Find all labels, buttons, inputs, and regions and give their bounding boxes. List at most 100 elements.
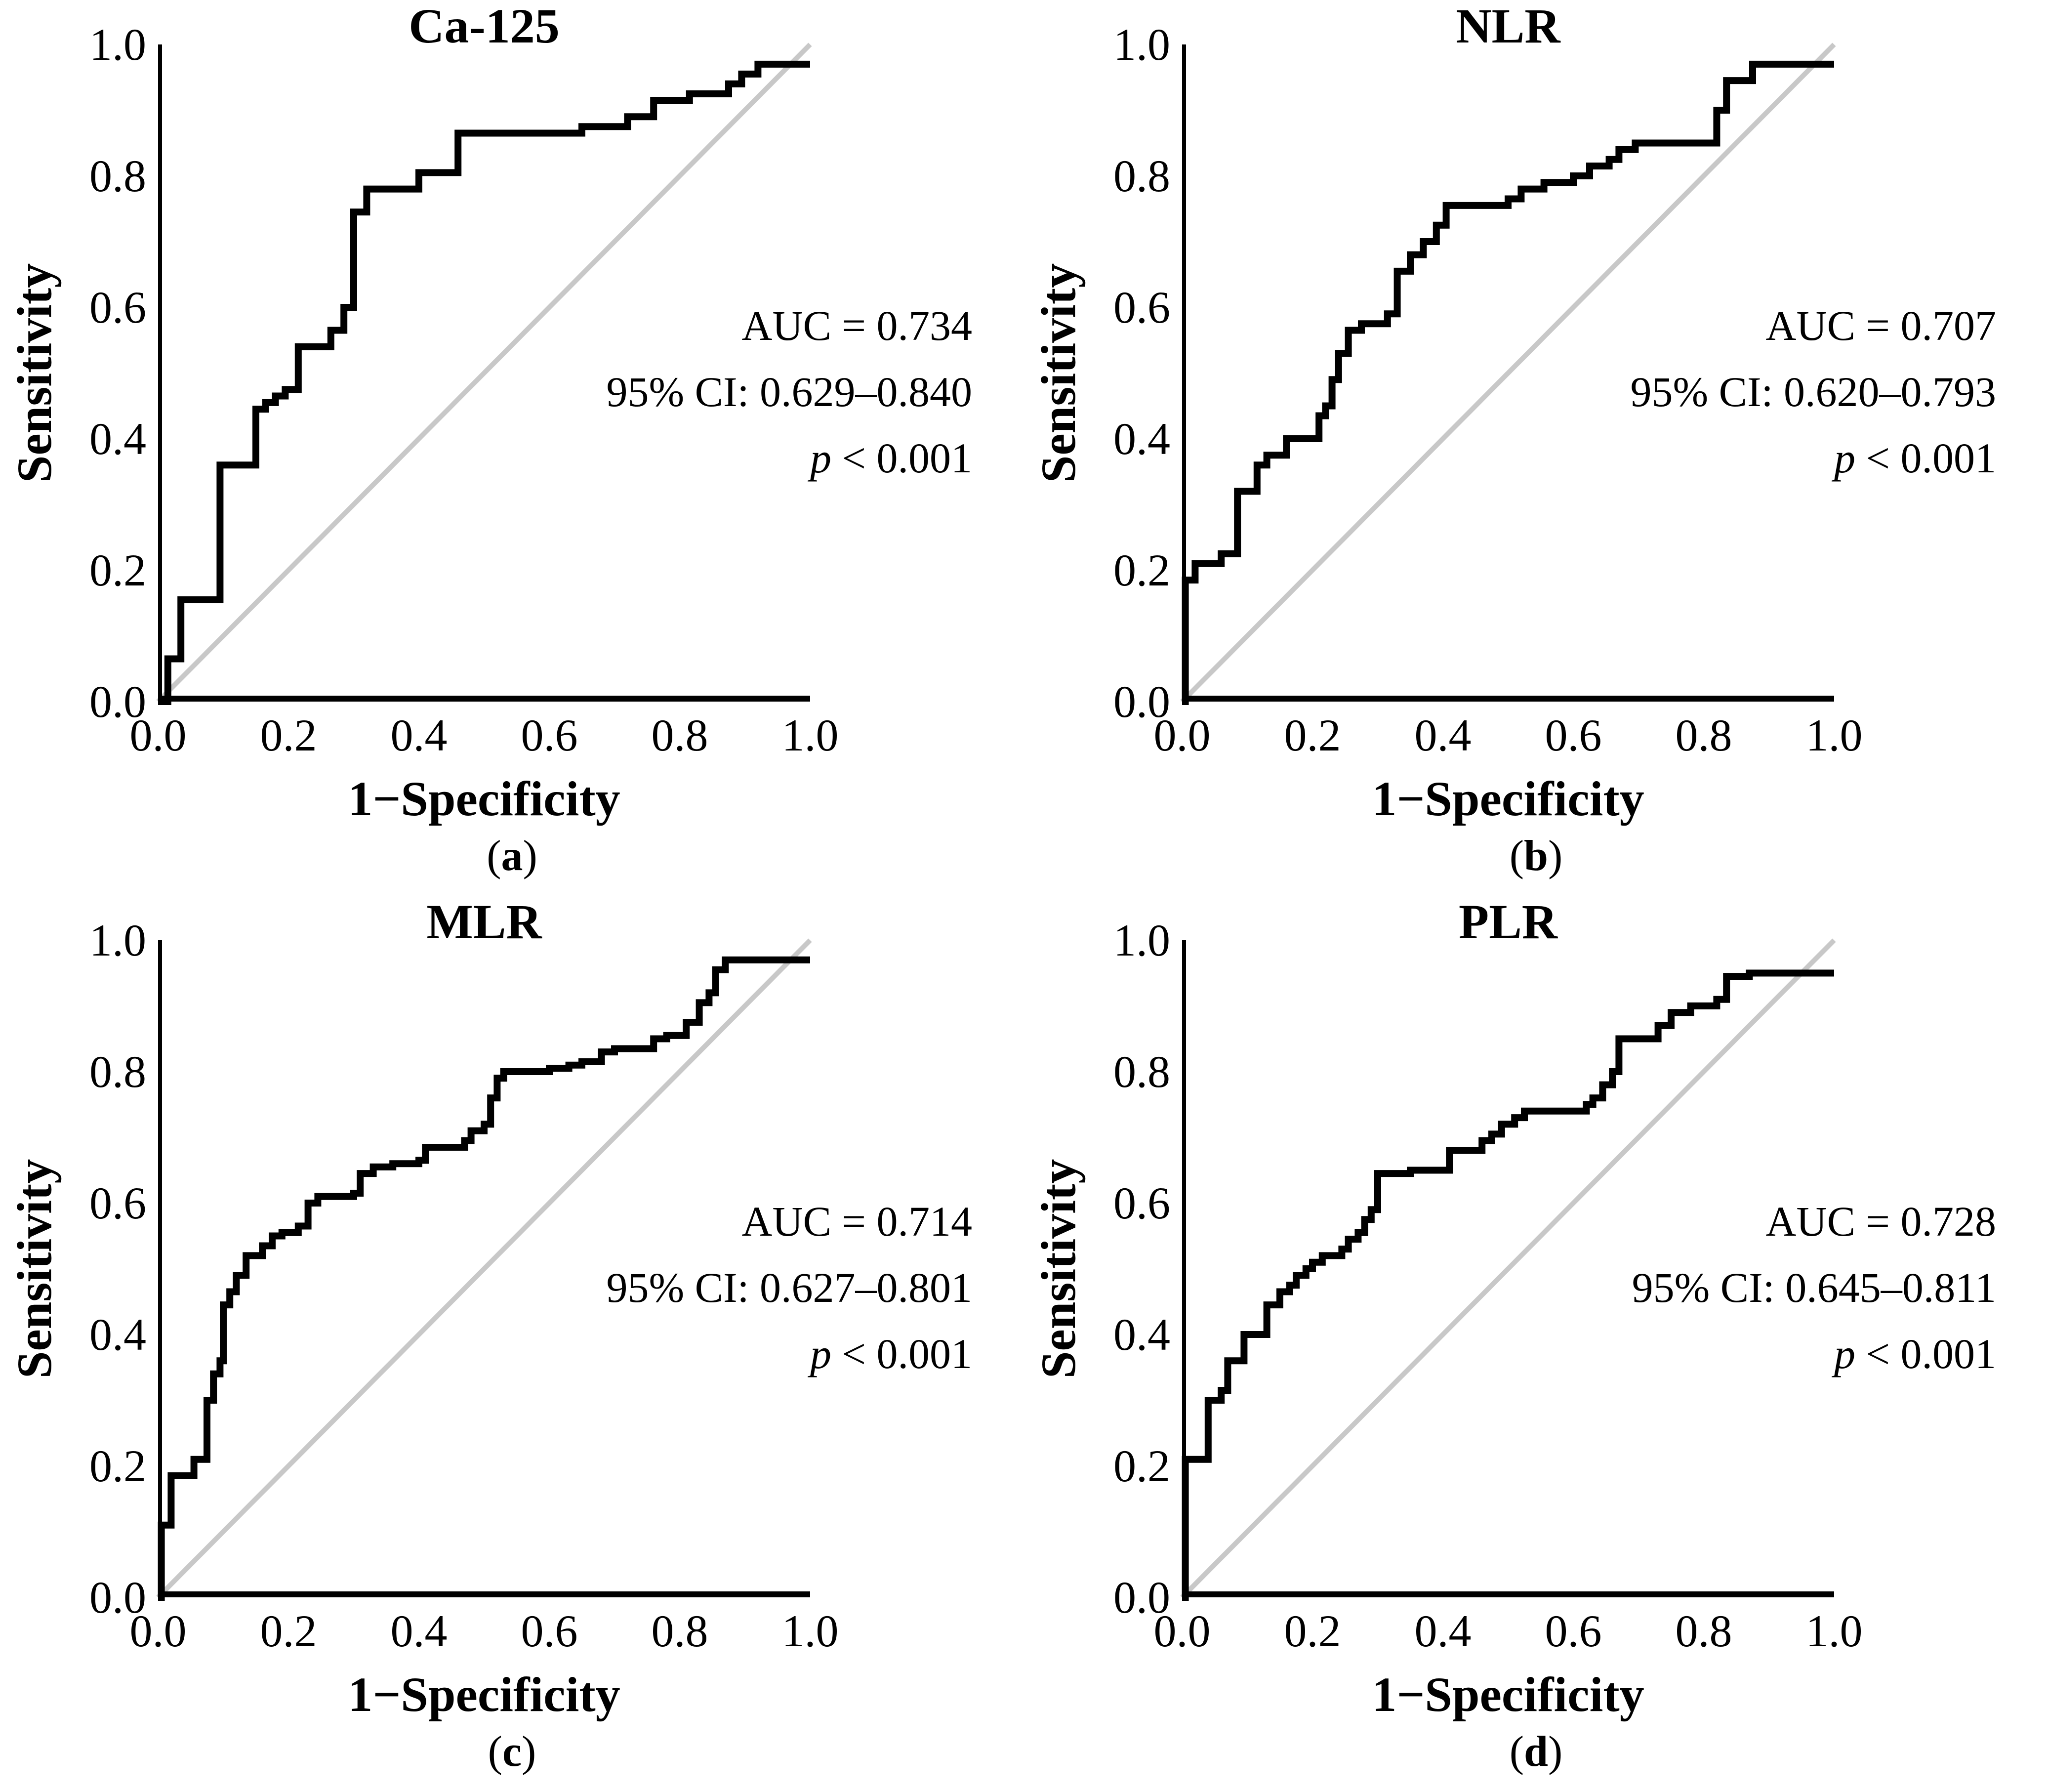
caption-letter: b bbox=[1524, 832, 1548, 880]
x-tick-label: 1.0 bbox=[781, 1606, 839, 1656]
stats-annotation: AUC = 0.728 95% CI: 0.645–0.811 p < 0.00… bbox=[1632, 1188, 1996, 1387]
panel-caption: (d) bbox=[1024, 1727, 2048, 1777]
roc-panel-plr: PLR Sensitivity 1.0 0.8 0.6 0.4 0.2 0.0 0.0 0.… bbox=[1024, 896, 2048, 1792]
auc-text: AUC = 0.714 bbox=[741, 1198, 972, 1245]
x-axis-ticks: 0.0 0.2 0.4 0.6 0.8 1.0 bbox=[1154, 710, 1863, 765]
ci-text: 95% CI: 0.645–0.811 bbox=[1632, 1264, 1996, 1311]
x-axis-label: 1−Specificity bbox=[348, 1667, 620, 1722]
panel-title: NLR bbox=[1456, 0, 1560, 53]
roc-panel-nlr: NLR Sensitivity 1.0 0.8 0.6 0.4 0.2 0.0 0.0 0.… bbox=[1024, 0, 2048, 896]
p-symbol: p bbox=[810, 1330, 831, 1377]
stats-annotation: AUC = 0.714 95% CI: 0.627–0.801 p < 0.00… bbox=[606, 1188, 972, 1387]
diagonal-reference-line bbox=[1180, 42, 1836, 704]
y-tick-label: 0.2 bbox=[1113, 1441, 1170, 1491]
y-tick-label: 0.8 bbox=[1113, 1046, 1170, 1097]
y-tick-label: 0.8 bbox=[89, 1046, 146, 1097]
panel-caption: (a) bbox=[0, 832, 1024, 881]
caption-close: ) bbox=[1548, 1728, 1563, 1776]
caption-letter: c bbox=[502, 1728, 522, 1776]
x-tick-label: 0.2 bbox=[1284, 710, 1341, 760]
panel-title: PLR bbox=[1459, 894, 1557, 949]
y-tick-label: 0.4 bbox=[89, 414, 146, 464]
x-tick-label: 0.2 bbox=[260, 1606, 317, 1656]
roc-panel-mlr: MLR Sensitivity 1.0 0.8 0.6 0.4 0.2 0.0 0.0 0.… bbox=[0, 896, 1024, 1792]
p-value: < 0.001 bbox=[831, 1330, 972, 1377]
y-tick-label: 1.0 bbox=[89, 19, 146, 70]
y-tick-label: 1.0 bbox=[1113, 19, 1170, 70]
roc-curve bbox=[1182, 969, 1834, 1601]
x-axis-label: 1−Specificity bbox=[348, 771, 620, 826]
y-tick-label: 0.4 bbox=[1113, 414, 1170, 464]
p-symbol: p bbox=[810, 434, 831, 482]
y-tick-label: 0.2 bbox=[89, 1441, 146, 1491]
caption-open: ( bbox=[487, 832, 501, 880]
diagonal-reference-line bbox=[156, 938, 812, 1599]
x-tick-label: 0.4 bbox=[390, 710, 448, 760]
y-axis-ticks: 1.0 0.8 0.6 0.4 0.2 0.0 bbox=[1024, 22, 1170, 724]
y-tick-label: 0.4 bbox=[89, 1309, 146, 1360]
x-tick-label: 0.0 bbox=[1153, 710, 1211, 760]
x-axis-ticks: 0.0 0.2 0.4 0.6 0.8 1.0 bbox=[1154, 1606, 1863, 1661]
p-symbol: p bbox=[1834, 1330, 1855, 1377]
roc-plot bbox=[1180, 938, 1836, 1601]
y-tick-label: 1.0 bbox=[1113, 915, 1170, 965]
x-tick-label: 0.8 bbox=[651, 1606, 708, 1656]
x-tick-label: 0.8 bbox=[1675, 1606, 1732, 1656]
auc-text: AUC = 0.728 bbox=[1765, 1198, 1996, 1245]
p-text: p < 0.001 bbox=[606, 1321, 972, 1387]
x-tick-label: 1.0 bbox=[1805, 710, 1863, 760]
x-tick-label: 0.4 bbox=[390, 1606, 448, 1656]
panel-caption: (b) bbox=[1024, 832, 2048, 881]
y-tick-label: 0.8 bbox=[1113, 151, 1170, 201]
x-axis-ticks: 0.0 0.2 0.4 0.6 0.8 1.0 bbox=[130, 1606, 839, 1661]
x-tick-label: 0.2 bbox=[260, 710, 317, 760]
x-axis-label: 1−Specificity bbox=[1372, 1667, 1644, 1722]
y-axis-ticks: 1.0 0.8 0.6 0.4 0.2 0.0 bbox=[0, 917, 146, 1620]
panel-title: Ca-125 bbox=[409, 0, 560, 53]
roc-curve bbox=[158, 60, 810, 705]
x-tick-label: 1.0 bbox=[1805, 1606, 1863, 1656]
y-tick-label: 0.8 bbox=[89, 151, 146, 201]
roc-plot bbox=[156, 42, 812, 705]
caption-close: ) bbox=[523, 832, 537, 880]
roc-plot bbox=[156, 938, 812, 1601]
y-tick-label: 0.0 bbox=[89, 676, 146, 727]
x-tick-label: 1.0 bbox=[781, 710, 839, 760]
roc-curve bbox=[1182, 60, 1834, 705]
y-tick-label: 0.2 bbox=[1113, 545, 1170, 595]
auc-text: AUC = 0.734 bbox=[741, 302, 972, 349]
y-axis-ticks: 1.0 0.8 0.6 0.4 0.2 0.0 bbox=[1024, 917, 1170, 1620]
x-axis-ticks: 0.0 0.2 0.4 0.6 0.8 1.0 bbox=[130, 710, 839, 765]
roc-panel-ca125: Ca-125 Sensitivity 1.0 0.8 0.6 0.4 0.2 0.0 0.… bbox=[0, 0, 1024, 896]
y-tick-label: 0.6 bbox=[1113, 282, 1170, 333]
y-tick-label: 0.0 bbox=[89, 1572, 146, 1623]
ci-text: 95% CI: 0.620–0.793 bbox=[1630, 368, 1996, 416]
y-tick-label: 0.2 bbox=[89, 545, 146, 595]
y-tick-label: 0.6 bbox=[1113, 1178, 1170, 1228]
x-tick-label: 0.8 bbox=[1675, 710, 1732, 760]
y-tick-label: 0.0 bbox=[1113, 676, 1170, 727]
caption-letter: d bbox=[1524, 1728, 1548, 1776]
x-tick-label: 0.2 bbox=[1284, 1606, 1341, 1656]
y-axis-ticks: 1.0 0.8 0.6 0.4 0.2 0.0 bbox=[0, 22, 146, 724]
x-tick-label: 0.6 bbox=[1545, 1606, 1602, 1656]
x-tick-label: 0.6 bbox=[1545, 710, 1602, 760]
p-value: < 0.001 bbox=[1855, 1330, 1996, 1377]
panel-caption: (c) bbox=[0, 1727, 1024, 1777]
caption-close: ) bbox=[522, 1728, 536, 1776]
roc-plot bbox=[1180, 42, 1836, 705]
p-symbol: p bbox=[1834, 434, 1855, 482]
y-tick-label: 0.6 bbox=[89, 1178, 146, 1228]
p-text: p < 0.001 bbox=[1632, 1321, 1996, 1387]
caption-open: ( bbox=[1509, 1728, 1524, 1776]
x-tick-label: 0.4 bbox=[1414, 1606, 1472, 1656]
x-tick-label: 0.4 bbox=[1414, 710, 1472, 760]
x-tick-label: 0.6 bbox=[521, 710, 578, 760]
stats-annotation: AUC = 0.734 95% CI: 0.629–0.840 p < 0.00… bbox=[606, 292, 972, 491]
diagonal-reference-line bbox=[1180, 938, 1836, 1599]
x-tick-label: 0.0 bbox=[129, 710, 187, 760]
x-axis-label: 1−Specificity bbox=[1372, 771, 1644, 826]
y-tick-label: 1.0 bbox=[89, 915, 146, 965]
x-tick-label: 0.8 bbox=[651, 710, 708, 760]
caption-open: ( bbox=[488, 1728, 502, 1776]
